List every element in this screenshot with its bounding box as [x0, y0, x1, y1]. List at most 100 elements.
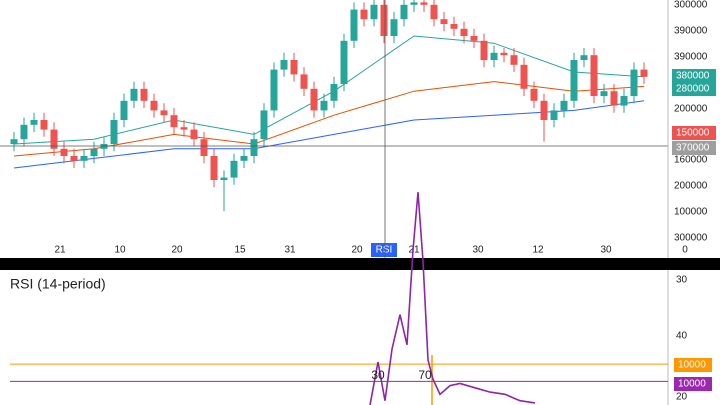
candle-body: [540, 100, 548, 120]
candle-body: [350, 9, 358, 41]
time-axis-label: 10: [114, 245, 126, 256]
price-axis-label: 380000: [676, 71, 710, 82]
time-axis-label: 12: [532, 245, 544, 256]
candle-body: [180, 127, 188, 130]
candle-body: [80, 156, 88, 161]
candle-body: [130, 88, 138, 101]
rsi-annotation: 70: [418, 368, 432, 382]
price-axis-label: 200000: [674, 181, 708, 192]
price-axis-label: 200000: [674, 104, 708, 115]
time-axis-label: 20: [171, 245, 183, 256]
rsi-axis-label: 10000: [678, 360, 706, 371]
candle-body: [440, 19, 448, 24]
candle-body: [230, 160, 238, 178]
candle-body: [170, 115, 178, 128]
candle-body: [250, 139, 258, 156]
candle-body: [110, 120, 118, 144]
time-axis-label: 30: [600, 245, 612, 256]
candle-body: [370, 4, 378, 20]
candle-body: [400, 4, 408, 20]
price-axis-label: 370000: [676, 143, 710, 154]
candle-body: [30, 120, 38, 125]
price-axis-label-box: [672, 126, 716, 140]
candle-body: [330, 84, 338, 101]
candle-body: [360, 9, 368, 20]
candle-body: [260, 110, 268, 140]
candle-body: [460, 28, 468, 36]
candle-body: [240, 156, 248, 161]
candle-body: [50, 129, 58, 149]
candle-body: [310, 88, 318, 111]
time-axis-label: 20: [351, 245, 363, 256]
candle-body: [550, 110, 558, 120]
candle-body: [380, 4, 388, 37]
time-axis-label: 15: [234, 245, 246, 256]
candle-body: [20, 124, 28, 140]
price-axis-label: 300000: [674, 233, 708, 244]
candle-body: [470, 36, 478, 41]
price-axis-label: 300000: [674, 0, 708, 11]
rsi-axis-label: 40: [676, 331, 688, 342]
candle-body: [210, 156, 218, 180]
candle-body: [480, 40, 488, 60]
price-axis-label: 390000: [674, 52, 708, 63]
candle-body: [300, 74, 308, 89]
rsi-axis-label: 20: [676, 392, 688, 403]
candle-body: [70, 156, 78, 161]
price-axis-label-box: [672, 69, 716, 83]
time-axis-label: 21: [408, 245, 420, 256]
candle-body: [530, 88, 538, 101]
rsi-pane: 30 40 10000 10000 20 30 70: [10, 192, 712, 405]
time-axis-label: 31: [284, 245, 296, 256]
candle-body: [160, 110, 168, 116]
candle-body: [430, 4, 438, 20]
rsi-axis-label-box: [674, 358, 712, 372]
candle-body: [40, 120, 48, 130]
candle-body: [590, 55, 598, 96]
candle-body: [500, 52, 508, 56]
time-axis-label: RSI: [376, 245, 393, 256]
candle-body: [220, 177, 228, 180]
price-axis-label: 390000: [674, 26, 708, 37]
time-axis-label-box: [371, 243, 397, 257]
rsi-axis-label-box: [674, 377, 712, 391]
rsi-axis-label: 10000: [678, 379, 706, 390]
candle-body: [340, 40, 348, 84]
time-axis-label: 21: [54, 245, 66, 256]
candle-body: [120, 100, 128, 120]
candle-body: [190, 129, 198, 140]
candle-body: [200, 139, 208, 156]
candle-body: [410, 2, 418, 5]
candle-body: [290, 60, 298, 75]
price-axis-label: 100000: [674, 207, 708, 218]
candle-body: [510, 55, 518, 65]
candle-body: [630, 69, 638, 96]
candle-body: [90, 148, 98, 156]
price-axis-label: 280000: [676, 84, 710, 95]
price-axis-label-box: [672, 82, 716, 96]
rsi-axis-label: 30: [676, 275, 688, 286]
price-pane: 300000 390000 390000 380000 280000 200000 1500…: [10, 0, 716, 257]
candle-body: [320, 100, 328, 111]
candle-body: [140, 88, 148, 101]
rsi-line: [369, 192, 536, 405]
candle-body: [420, 2, 428, 5]
time-axis-label: 0: [682, 245, 688, 256]
rsi-title: RSI (14-period): [10, 276, 106, 292]
candle-body: [390, 19, 398, 36]
candle-body: [600, 91, 608, 96]
price-axis-label: 160000: [674, 155, 708, 166]
moving-average: [13, 81, 645, 157]
candle-body: [60, 148, 68, 156]
candle-body: [570, 60, 578, 101]
price-axis-label: 150000: [676, 128, 710, 139]
candle-body: [560, 100, 568, 111]
candle-body: [520, 64, 528, 89]
time-axis-label: 30: [472, 245, 484, 256]
price-axis-label-box: [672, 141, 716, 155]
candle-body: [150, 100, 158, 111]
candle-body: [620, 96, 628, 106]
candle-body: [580, 55, 588, 60]
candle-body: [280, 60, 288, 70]
